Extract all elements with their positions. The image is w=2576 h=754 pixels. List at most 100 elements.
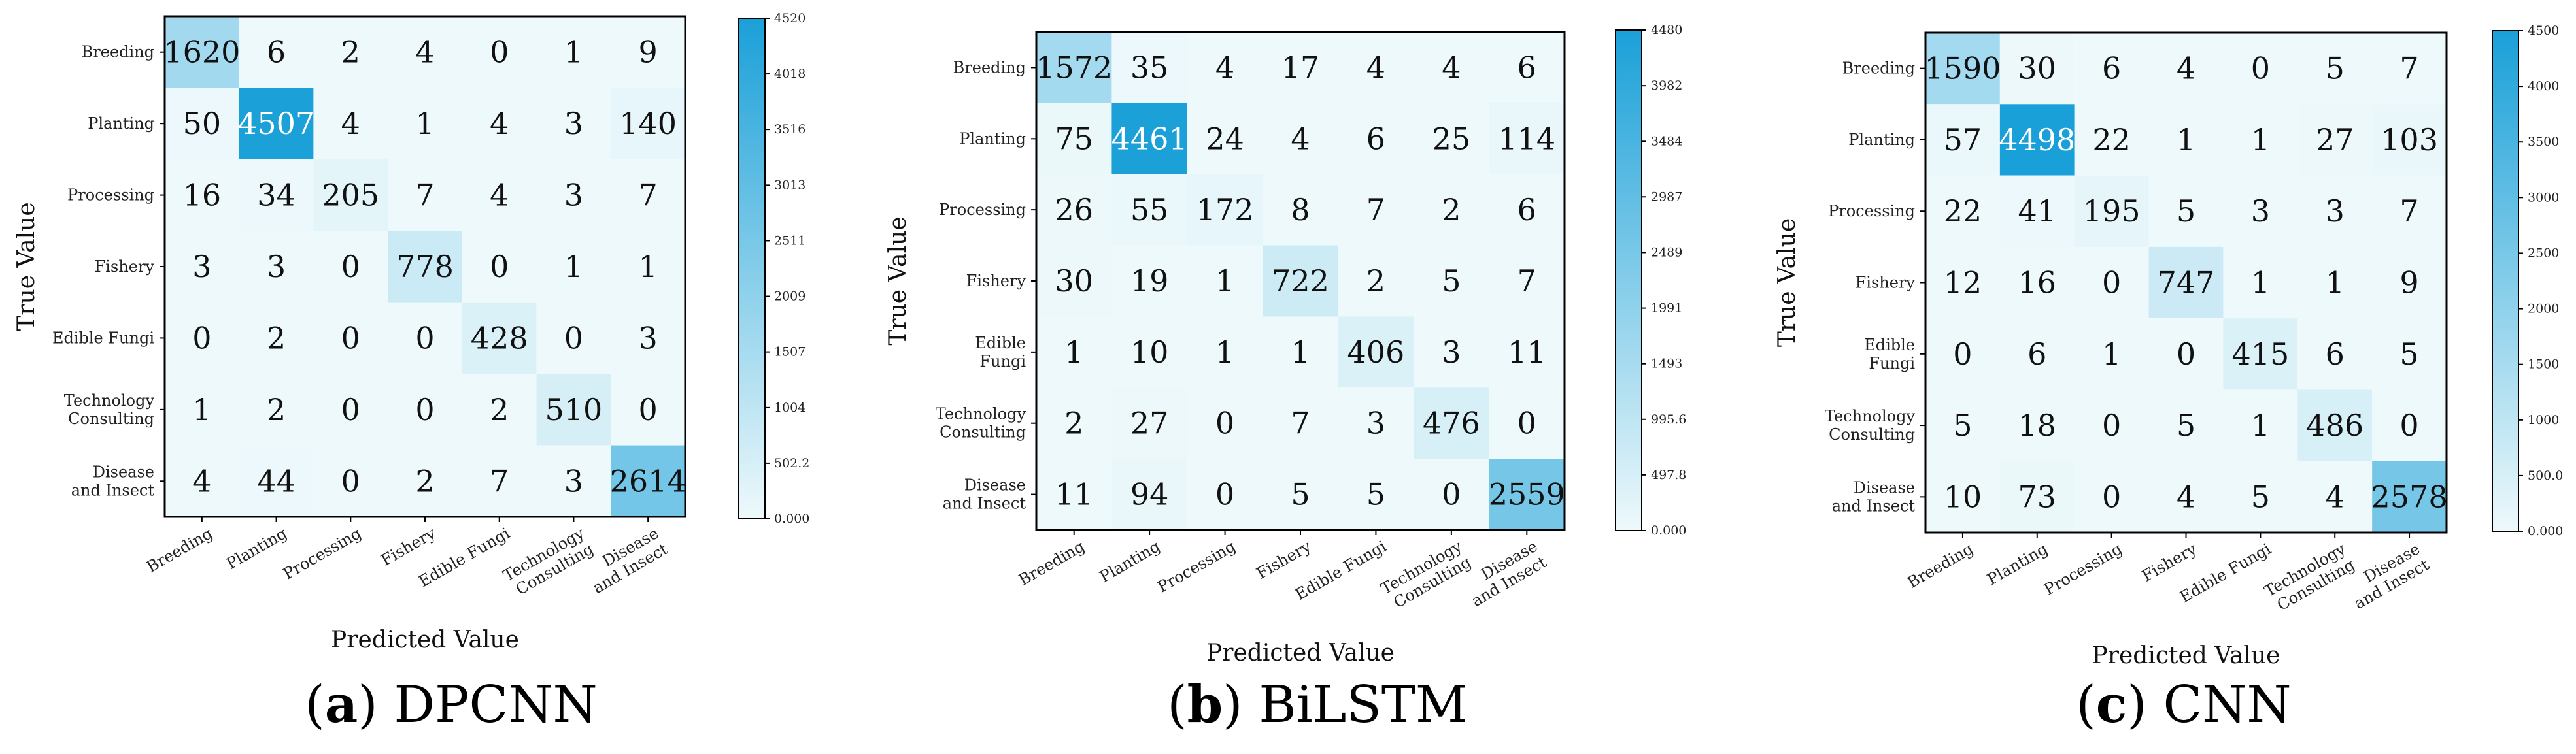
heatmap-cell (1414, 387, 1489, 459)
heatmap-cell (388, 231, 462, 303)
cell-value-label: 1 (2177, 122, 2195, 157)
cell-value-label: 2 (1442, 192, 1461, 227)
cell-value-label: 26 (1055, 192, 1093, 227)
x-tick-label-planting: Planting (223, 524, 290, 573)
heatmap-cell (165, 16, 239, 88)
cell-value-label: 2 (490, 392, 509, 427)
panel-caption: (c) CNN (2076, 675, 2291, 734)
heatmap-cell (2148, 318, 2224, 390)
heatmap-cell (611, 159, 685, 231)
heatmap-cell (1187, 32, 1263, 103)
heatmap-cell (2148, 104, 2224, 176)
cell-value-label: 1 (1064, 335, 1083, 370)
y-tick-label-edible-fungi: Edible Fungi (52, 329, 154, 347)
heatmap-cell (1489, 32, 1565, 103)
cell-value-label: 2578 (2371, 479, 2448, 514)
colorbar-tick-label: 3013 (774, 178, 805, 192)
heatmap-cell (462, 445, 537, 517)
cell-value-label: 27 (1130, 406, 1169, 441)
heatmap-cell (388, 302, 462, 374)
cell-value-label: 0 (2102, 408, 2121, 443)
heatmap-cell (313, 16, 388, 88)
heatmap-cell (2372, 175, 2447, 247)
heatmap-cell (1925, 461, 2000, 533)
colorbar-tick-label: 0.000 (2528, 524, 2563, 538)
cell-value-label: 7 (2399, 51, 2418, 86)
heatmap-cell (1111, 387, 1187, 459)
x-tick-label-technology-consulting: TechnologyConsulting (1378, 537, 1474, 614)
heatmap-cell (2074, 246, 2149, 319)
y-tick-label-planting: Planting (1848, 131, 1915, 149)
heatmap-cell (2074, 104, 2149, 176)
heatmap-cell (1263, 32, 1338, 103)
x-tick-label-disease-and-insect: Diseaseand Insect (2342, 540, 2433, 613)
x-tick-label-breeding: Breeding (143, 524, 215, 576)
cell-value-label: 0 (2102, 479, 2121, 514)
cell-value-label: 114 (1498, 121, 1555, 156)
cell-value-label: 6 (1517, 50, 1536, 85)
heatmap-cell (1263, 387, 1338, 459)
cell-value-label: 6 (267, 35, 286, 70)
heatmap-cell (1338, 316, 1414, 388)
cell-value-label: 3 (267, 249, 286, 284)
cell-value-label: 5 (1366, 477, 1385, 512)
cell-value-label: 4 (1291, 121, 1310, 156)
cell-value-label: 2 (415, 463, 434, 499)
cell-value-label: 35 (1130, 50, 1169, 85)
heatmap-cell (1187, 174, 1263, 246)
heatmap-cell (388, 374, 462, 446)
heatmap-cell (2297, 104, 2373, 176)
heatmap-cell (1036, 245, 1112, 317)
heatmap-cell (536, 88, 611, 159)
cell-value-label: 1572 (1036, 50, 1112, 85)
heatmap-cell (1999, 246, 2075, 319)
heatmap-cell (1263, 103, 1338, 174)
x-tick-label-fishery: Fishery (1253, 537, 1314, 583)
heatmap-cell (1187, 459, 1263, 530)
y-tick-label-disease-and-insect: Disease and Insect (1832, 478, 1916, 515)
cell-value-label: 27 (2316, 122, 2354, 157)
heatmap-cell (2297, 389, 2373, 461)
cell-value-label: 0 (639, 392, 658, 427)
cell-value-label: 0 (341, 249, 360, 284)
heatmap-cell (1489, 387, 1565, 459)
colorbar-tick-label: 2987 (1651, 189, 1682, 204)
cell-value-label: 428 (471, 320, 528, 355)
x-tick-label-processing: Processing (2041, 540, 2126, 599)
heatmap-cell (1187, 245, 1263, 317)
cell-value-label: 0 (192, 320, 211, 355)
cell-value-label: 2559 (1489, 477, 1565, 512)
heatmap-cell (1999, 175, 2075, 247)
heatmap-cell (1999, 104, 2075, 176)
cell-value-label: 1 (639, 249, 658, 284)
heatmap-cell (2372, 389, 2447, 461)
heatmap-cell (1489, 245, 1565, 317)
x-tick-label-disease-and-insect: Diseaseand Insect (581, 524, 671, 597)
cell-value-label: 16 (183, 178, 222, 213)
heatmap-cell (1925, 318, 2000, 390)
heatmap-cell (462, 16, 537, 88)
heatmap-cell (165, 374, 239, 446)
x-tick-label-technology-consulting: TechnologyConsulting (500, 524, 597, 601)
heatmap-cell (1338, 103, 1414, 174)
colorbar-tick-label: 1000 (2528, 413, 2559, 427)
cell-value-label: 172 (1196, 192, 1254, 227)
colorbar-tick-label: 1493 (1651, 357, 1682, 371)
cell-value-label: 6 (2102, 51, 2121, 86)
colorbar-tick-label: 2500 (2528, 246, 2559, 260)
heatmap-cell (1036, 103, 1112, 174)
heatmap-cell (1036, 32, 1112, 103)
cell-value-label: 778 (396, 249, 454, 284)
cell-value-label: 5 (2399, 336, 2418, 372)
cell-value-label: 19 (1130, 263, 1169, 299)
cell-value-label: 1 (564, 249, 583, 284)
cell-value-label: 0 (490, 35, 509, 70)
colorbar-tick-label: 3982 (1651, 78, 1682, 93)
heatmap-cell (239, 302, 314, 374)
y-tick-label-planting: Planting (959, 129, 1026, 148)
cell-value-label: 55 (1130, 192, 1169, 227)
heatmap-cell (1414, 316, 1489, 388)
cell-value-label: 4 (1215, 50, 1234, 85)
heatmap-cell (388, 16, 462, 88)
